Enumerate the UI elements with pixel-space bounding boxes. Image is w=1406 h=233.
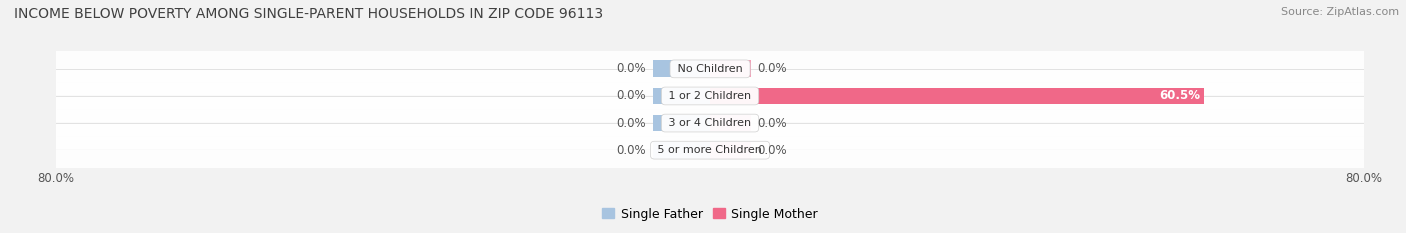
- Text: 0.0%: 0.0%: [758, 144, 787, 157]
- FancyBboxPatch shape: [52, 69, 1368, 123]
- Bar: [710, 88, 1205, 104]
- Bar: [710, 115, 751, 131]
- FancyBboxPatch shape: [52, 42, 1368, 96]
- Bar: [652, 142, 710, 158]
- Text: 0.0%: 0.0%: [758, 116, 787, 130]
- Bar: [652, 115, 710, 131]
- Bar: [652, 61, 710, 77]
- Text: INCOME BELOW POVERTY AMONG SINGLE-PARENT HOUSEHOLDS IN ZIP CODE 96113: INCOME BELOW POVERTY AMONG SINGLE-PARENT…: [14, 7, 603, 21]
- Bar: [652, 88, 710, 104]
- FancyBboxPatch shape: [52, 123, 1368, 177]
- Text: 0.0%: 0.0%: [617, 144, 647, 157]
- Text: 0.0%: 0.0%: [617, 89, 647, 103]
- Text: Source: ZipAtlas.com: Source: ZipAtlas.com: [1281, 7, 1399, 17]
- Text: 0.0%: 0.0%: [758, 62, 787, 75]
- Bar: [710, 61, 751, 77]
- Text: 0.0%: 0.0%: [617, 62, 647, 75]
- FancyBboxPatch shape: [52, 96, 1368, 150]
- Text: 5 or more Children: 5 or more Children: [654, 145, 766, 155]
- Legend: Single Father, Single Mother: Single Father, Single Mother: [598, 202, 823, 226]
- Text: 1 or 2 Children: 1 or 2 Children: [665, 91, 755, 101]
- Text: No Children: No Children: [673, 64, 747, 74]
- Text: 0.0%: 0.0%: [617, 116, 647, 130]
- Bar: [710, 142, 751, 158]
- Text: 3 or 4 Children: 3 or 4 Children: [665, 118, 755, 128]
- Text: 60.5%: 60.5%: [1160, 89, 1201, 103]
